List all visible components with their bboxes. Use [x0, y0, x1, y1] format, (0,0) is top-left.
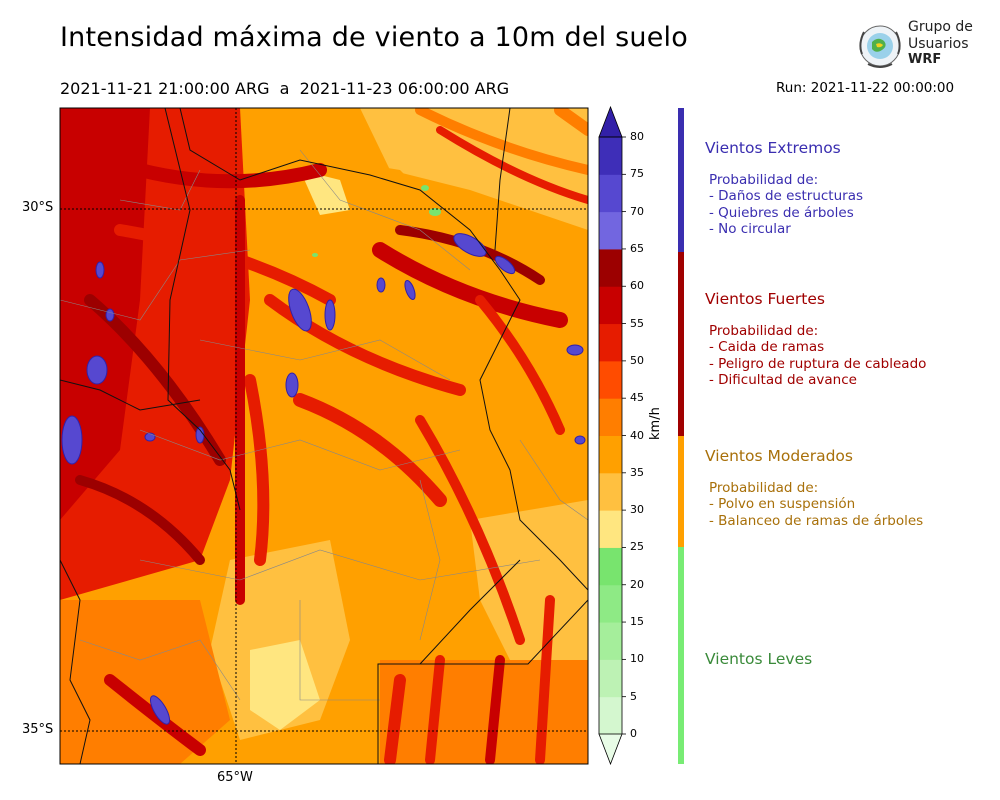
colorbar-segment: [599, 323, 622, 362]
run-time: Run: 2021-11-22 00:00:00: [776, 80, 955, 96]
wrf-group-logo: [859, 25, 901, 68]
country-borders: [60, 108, 588, 764]
category-title: Vientos Moderados: [705, 447, 853, 465]
category-description-line: - Balanceo de ramas de árboles: [709, 512, 924, 529]
colorbar-tick-label: 65: [630, 241, 644, 255]
category-bar: [678, 108, 684, 252]
colorbar-tick-label: 30: [630, 503, 644, 517]
category-description-line: Probabilidad de:: [709, 323, 819, 339]
colorbar-extend-max: [598, 105, 623, 138]
colorbar-segment: [599, 659, 622, 698]
colorbar-tick-label: 5: [630, 689, 637, 703]
colorbar-tick-label: 25: [630, 540, 644, 554]
colorbar-tick-label: 20: [630, 577, 644, 591]
lon-label-65w: 65°W: [217, 770, 253, 785]
colorbar-segment: [599, 435, 622, 474]
category-description-line: - Peligro de ruptura de cableado: [709, 355, 927, 372]
colorbar-tick-label: 80: [630, 130, 644, 143]
colorbar-tick-label: 0: [630, 727, 637, 740]
colorbar-tick-label: 45: [630, 391, 644, 405]
category-description-line: - Quiebres de árboles: [709, 204, 854, 221]
category-description: Probabilidad de: - Polvo en suspensión - B…: [709, 480, 923, 529]
category-description-line: Probabilidad de:: [709, 480, 819, 496]
colorbar-tick-label: 10: [630, 652, 644, 666]
logo-line-2: Usuarios: [908, 36, 969, 52]
category-description: Probabilidad de: - Caida de ramas - Peligr…: [709, 323, 926, 388]
colorbar-tick-label: 60: [630, 279, 644, 293]
colorbar-segment: [599, 137, 622, 175]
colorbar-segment: [599, 211, 622, 250]
colorbar-segment: [599, 547, 622, 586]
lat-label-30s: 30°S: [22, 200, 54, 215]
laurel-emblem-icon: [859, 25, 901, 68]
colorbar-unit: km/h: [648, 407, 663, 440]
colorbar-extend-min: [598, 733, 623, 766]
category-description-line: - Polvo en suspensión: [709, 496, 856, 513]
logo-line-3: WRF: [908, 52, 942, 67]
category-title: Vientos Extremos: [705, 139, 841, 157]
category-description-line: - Dificultad de avance: [709, 371, 857, 388]
colorbar-segment: [599, 472, 622, 511]
colorbar-segment: [599, 174, 622, 213]
logo-line-1: Grupo de: [908, 19, 973, 35]
category-description-line: Probabilidad de:: [709, 172, 819, 188]
category-description-line: - Daños de estructuras: [709, 188, 864, 205]
category-title: Vientos Leves: [705, 650, 813, 668]
colorbar-segment: [599, 584, 622, 623]
valid-period: 2021-11-21 21:00:00 ARG a 2021-11-23 06:…: [60, 79, 510, 98]
colorbar-tick-label: 50: [630, 353, 644, 367]
map-frame: [59, 107, 589, 765]
colorbar-segment: [599, 398, 622, 436]
colorbar-tick-label: 75: [630, 167, 644, 181]
category-description-line: - No circular: [709, 220, 791, 237]
colorbar-segment: [599, 510, 622, 548]
wind-field: [60, 108, 588, 764]
colorbar-segment: [599, 286, 622, 325]
category-description-line: - Caida de ramas: [709, 339, 825, 356]
colorbar-tick-label: 40: [630, 428, 644, 442]
category-title: Vientos Fuertes: [705, 290, 825, 308]
colorbar-tick-label: 35: [630, 465, 644, 479]
colorbar-tick-label: 70: [630, 204, 644, 218]
category-bar: [678, 252, 684, 436]
colorbar-tick-label: 15: [630, 615, 644, 629]
category-bar: [678, 547, 684, 764]
map-title: Intensidad máxima de viento a 10m del su…: [60, 22, 688, 53]
colorbar-segment: [599, 622, 622, 660]
province-boundaries: [60, 149, 588, 701]
colorbar-tick-label: 55: [630, 316, 644, 330]
colorbar-segment: [599, 360, 622, 399]
graticule: [60, 108, 588, 764]
lat-label-35s: 35°S: [22, 722, 54, 737]
colorbar: [598, 105, 626, 766]
colorbar-segment: [599, 696, 622, 735]
colorbar-segment: [599, 248, 622, 287]
category-bar: [678, 436, 684, 547]
category-description: Probabilidad de: - Daños de estructuras - …: [709, 172, 863, 237]
